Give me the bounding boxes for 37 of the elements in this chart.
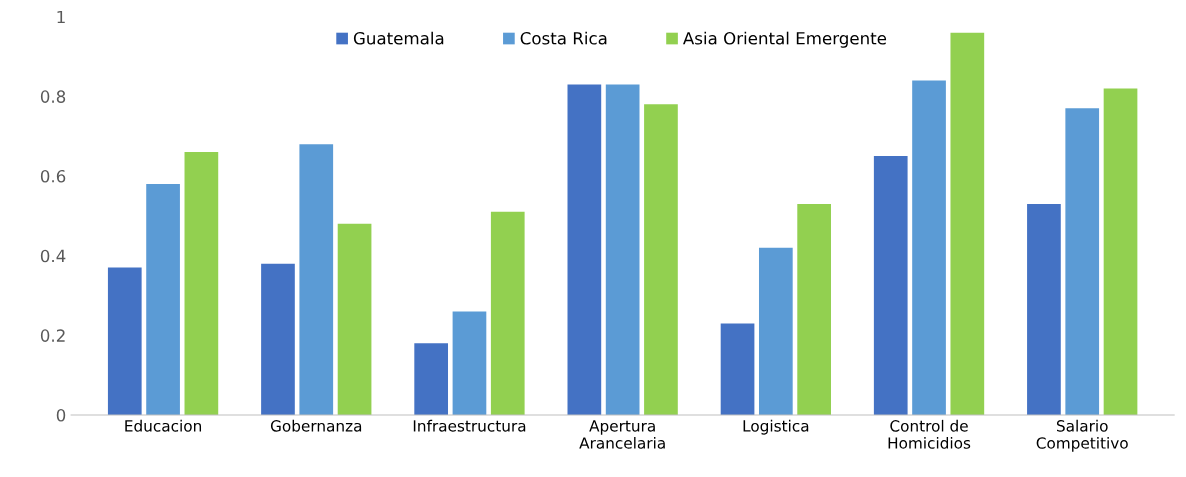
x-tick-label: Educacion [125,419,202,432]
y-tick-label: 0.6 [40,169,66,183]
x-tick-label: Salario Competitivo [1036,419,1128,452]
bar [758,247,793,415]
x-tick-label: Control de Homicidios [888,419,971,449]
bar [912,80,946,415]
bar [1027,203,1061,415]
legend-label: Guatemala [353,31,444,45]
bar [107,267,142,415]
bar [261,263,295,415]
bar [567,84,602,415]
bar [605,84,640,415]
bar [950,32,985,415]
y-tick-label: 1 [57,10,65,24]
bar [337,223,372,415]
bar [873,156,908,415]
bar [797,203,831,415]
bar [720,323,755,415]
x-tick-label: Infraestructura [413,419,526,432]
x-tick-label: Apertura Arancelaria [579,420,665,449]
bar [1065,108,1100,415]
y-tick-label: 0.2 [40,329,65,342]
x-tick-label: Logistica [743,419,809,435]
bar [644,104,678,415]
bar [1103,88,1138,415]
bar [414,343,449,415]
bar [146,183,180,415]
legend-label: Asia Oriental Emergente [683,31,887,48]
bar [299,144,334,415]
bar [490,211,525,415]
bar [452,311,487,415]
y-tick-label: 0 [56,408,66,422]
y-tick-label: 0.4 [40,249,66,263]
bar [184,152,219,415]
x-tick-label: Gobernanza [270,419,362,432]
y-tick-label: 0.8 [40,90,66,103]
legend-label: Costa Rica [520,31,607,45]
